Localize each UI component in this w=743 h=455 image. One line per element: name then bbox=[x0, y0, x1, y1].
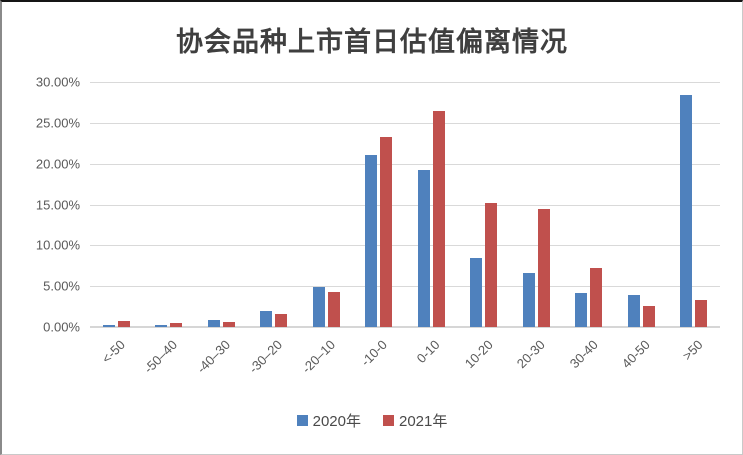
gridline bbox=[90, 122, 720, 124]
bar-group bbox=[195, 82, 248, 327]
x-axis-tick-label: <-50 bbox=[98, 337, 128, 367]
bar-2021年 bbox=[537, 208, 550, 327]
bar-2020年 bbox=[627, 295, 640, 327]
y-axis-tick-label: 20.00% bbox=[35, 156, 80, 172]
chart-title: 协会品种上市首日估值偏离情况 bbox=[176, 27, 568, 58]
gridline bbox=[90, 204, 720, 206]
bar-group bbox=[563, 82, 616, 327]
y-axis-tick-label: 15.00% bbox=[35, 197, 80, 212]
bar-2021年 bbox=[590, 268, 603, 327]
plot-area bbox=[90, 82, 721, 328]
bar-2021年 bbox=[222, 322, 235, 327]
bar-group bbox=[405, 82, 458, 327]
legend-item: 2021年 bbox=[383, 410, 447, 431]
bar-group bbox=[668, 82, 721, 327]
y-axis-tick-label: 10.00% bbox=[35, 237, 80, 253]
bar-group bbox=[353, 82, 406, 327]
gridline bbox=[90, 245, 720, 247]
bar-2021年 bbox=[275, 313, 288, 327]
bar-2021年 bbox=[485, 202, 498, 327]
bar-group bbox=[458, 82, 511, 327]
y-axis-tick-label: 25.00% bbox=[35, 115, 80, 131]
legend-swatch-icon bbox=[383, 415, 394, 426]
bar-group bbox=[615, 82, 668, 327]
x-axis-tick-label: -50–40 bbox=[141, 337, 181, 377]
x-axis-tick-label: 30-40 bbox=[566, 337, 601, 372]
bar-2020年 bbox=[312, 286, 325, 327]
bar-2020年 bbox=[365, 154, 378, 327]
x-axis-tick-label: -10-0 bbox=[358, 337, 391, 370]
x-axis-tick-label: >50 bbox=[679, 337, 706, 364]
y-axis-tick-label: 5.00% bbox=[43, 278, 80, 294]
gridline bbox=[90, 286, 720, 288]
gridline bbox=[90, 163, 720, 165]
x-axis-tick-label: 0-10 bbox=[413, 337, 443, 367]
bar-2020年 bbox=[260, 311, 273, 327]
x-axis-tick-label: 20-30 bbox=[513, 337, 548, 372]
bar-2020年 bbox=[470, 258, 483, 327]
x-axis-tick-label: -30–20 bbox=[246, 337, 286, 377]
bar-2020年 bbox=[102, 324, 115, 327]
bar-group bbox=[510, 82, 563, 327]
x-axis-tick-label: 40-50 bbox=[618, 337, 653, 372]
legend-label: 2020年 bbox=[312, 413, 361, 430]
bar-2020年 bbox=[522, 273, 535, 327]
x-axis-line bbox=[90, 326, 720, 328]
bar-group bbox=[143, 82, 196, 327]
x-axis-tick-label: -40–30 bbox=[193, 337, 233, 377]
bar-2020年 bbox=[680, 95, 693, 327]
bar-2021年 bbox=[432, 111, 445, 327]
legend-swatch-icon bbox=[296, 415, 308, 426]
legend-item: 2020年 bbox=[296, 410, 361, 431]
legend-label: 2021年 bbox=[399, 413, 448, 430]
bar-2021年 bbox=[117, 321, 130, 327]
y-axis-tick-label: 30.00% bbox=[35, 74, 80, 90]
bar-group bbox=[248, 82, 301, 327]
bar-2021年 bbox=[327, 291, 340, 327]
bar-group bbox=[300, 82, 353, 327]
bar-2021年 bbox=[170, 322, 183, 327]
x-axis-tick-label: 10-20 bbox=[461, 337, 496, 372]
bar-2020年 bbox=[575, 292, 588, 327]
bar-2020年 bbox=[155, 324, 168, 327]
bar-2020年 bbox=[207, 319, 220, 327]
bar-group bbox=[90, 82, 143, 327]
y-axis-tick-label: 0.00% bbox=[43, 319, 80, 335]
legend: 2020年 2021年 bbox=[2, 410, 742, 431]
bar-2021年 bbox=[642, 305, 655, 327]
bar-2021年 bbox=[695, 300, 708, 327]
bar-2021年 bbox=[380, 136, 393, 327]
bar-2020年 bbox=[417, 170, 430, 327]
gridline bbox=[90, 82, 720, 83]
x-axis-tick-label: -20–10 bbox=[298, 337, 338, 377]
